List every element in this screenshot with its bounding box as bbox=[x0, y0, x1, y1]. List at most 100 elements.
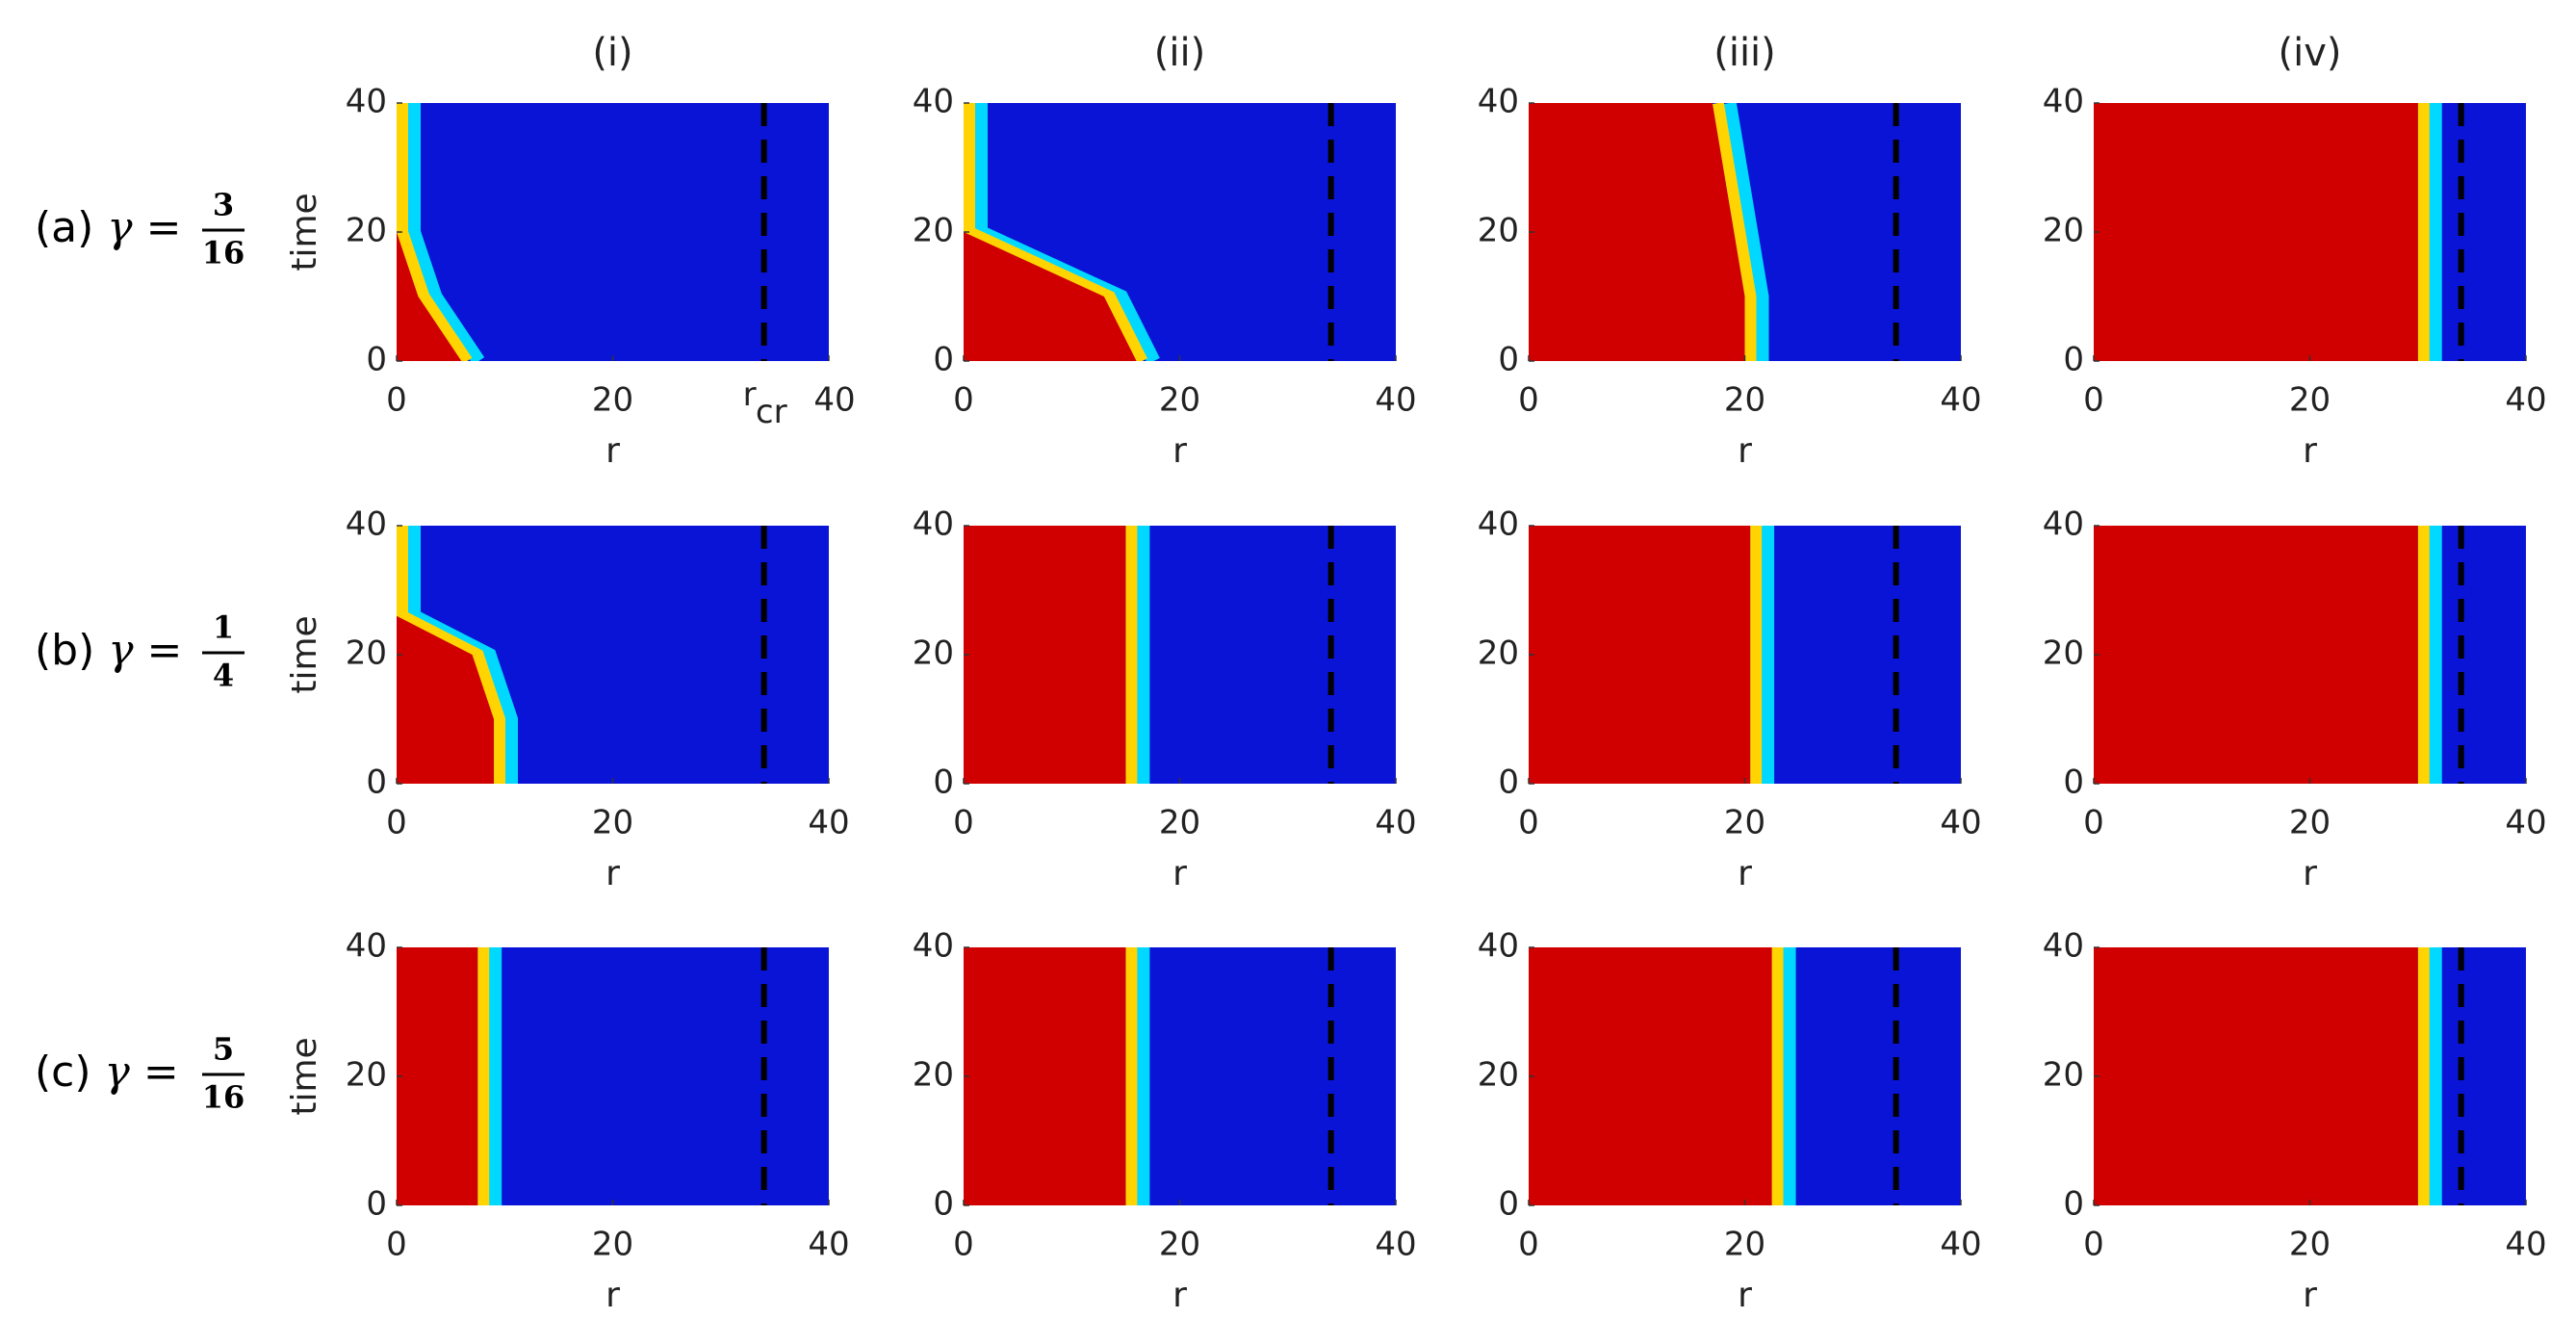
x-axis-label: r bbox=[1172, 1276, 1187, 1315]
x-axis-label: r bbox=[2303, 1276, 2317, 1315]
x-axis-label: r bbox=[1738, 431, 1752, 471]
y-tick-label: 20 bbox=[2043, 634, 2084, 673]
y-tick-label: 0 bbox=[933, 763, 954, 802]
panel bbox=[964, 526, 1396, 784]
x-tick-label: 20 bbox=[592, 804, 633, 842]
y-tick-label: 20 bbox=[1478, 1056, 1519, 1095]
rcr-sub: cr bbox=[756, 393, 787, 431]
x-tick-label: 40 bbox=[1940, 381, 1981, 420]
y-tick-label: 20 bbox=[1478, 634, 1519, 673]
active-region bbox=[397, 526, 495, 784]
active-region bbox=[2094, 103, 2418, 361]
row-label: (a) γ = bbox=[35, 203, 181, 253]
y-tick-label: 0 bbox=[366, 763, 387, 802]
fraction-numerator: 3 bbox=[213, 187, 234, 223]
y-tick-label: 40 bbox=[913, 505, 954, 544]
y-tick-label: 0 bbox=[933, 1185, 954, 1224]
x-tick-label: 0 bbox=[386, 381, 407, 420]
x-axis-label: r bbox=[1172, 431, 1187, 471]
panel bbox=[2094, 526, 2526, 784]
row-symbol: γ = bbox=[108, 626, 182, 675]
y-tick-label: 20 bbox=[1478, 212, 1519, 250]
y-tick-label: 40 bbox=[2043, 927, 2084, 966]
y-tick-label: 0 bbox=[933, 341, 954, 379]
x-tick-label: 20 bbox=[1724, 381, 1765, 420]
x-tick-label: 0 bbox=[2083, 804, 2104, 842]
y-tick-label: 0 bbox=[1498, 1185, 1519, 1224]
panel bbox=[964, 947, 1396, 1205]
active-region bbox=[2094, 947, 2418, 1205]
front-inner bbox=[1712, 103, 1757, 361]
y-tick-label: 40 bbox=[2043, 83, 2084, 121]
row-prefix: (c) bbox=[35, 1047, 91, 1097]
active-region bbox=[1529, 103, 1745, 361]
y-tick-label: 0 bbox=[366, 341, 387, 379]
y-tick-label: 40 bbox=[913, 927, 954, 966]
panel bbox=[1529, 947, 1961, 1205]
x-tick-label: 20 bbox=[1159, 381, 1200, 420]
x-tick-label: 20 bbox=[592, 381, 633, 420]
row-prefix: (b) bbox=[35, 626, 94, 675]
fraction-numerator: 5 bbox=[213, 1031, 234, 1068]
panel bbox=[2094, 103, 2526, 361]
y-tick-label: 0 bbox=[366, 1185, 387, 1224]
x-tick-label: 0 bbox=[2083, 1226, 2104, 1264]
panel bbox=[1529, 103, 1961, 361]
active-region bbox=[1529, 947, 1772, 1205]
y-tick-label: 20 bbox=[913, 212, 954, 250]
panel bbox=[1529, 526, 1961, 784]
x-tick-label: 40 bbox=[813, 381, 855, 420]
y-tick-label: 0 bbox=[2063, 763, 2084, 802]
y-tick-label: 40 bbox=[913, 83, 954, 121]
x-tick-label: 40 bbox=[2505, 1226, 2546, 1264]
x-tick-label: 20 bbox=[592, 1226, 633, 1264]
x-tick-label: 0 bbox=[953, 381, 974, 420]
y-tick-label: 20 bbox=[346, 634, 387, 673]
y-tick-label: 40 bbox=[1478, 505, 1519, 544]
x-tick-label: 20 bbox=[2289, 381, 2331, 420]
row-label: (b) γ = bbox=[35, 626, 182, 676]
panel bbox=[397, 526, 829, 784]
x-tick-label: 40 bbox=[2505, 381, 2546, 420]
front-outer bbox=[1722, 103, 1769, 361]
panel bbox=[964, 103, 1396, 361]
active-region bbox=[964, 947, 1126, 1205]
x-tick-label: 20 bbox=[1159, 804, 1200, 842]
x-axis-label: r bbox=[605, 854, 620, 893]
y-tick-label: 40 bbox=[346, 927, 387, 966]
y-axis-label: time bbox=[285, 615, 324, 693]
x-tick-label: 20 bbox=[2289, 1226, 2331, 1264]
x-tick-label: 20 bbox=[1159, 1226, 1200, 1264]
y-axis-label: time bbox=[285, 1037, 324, 1115]
x-tick-label: 40 bbox=[1940, 1226, 1981, 1264]
y-tick-label: 40 bbox=[346, 505, 387, 544]
x-axis-label: r bbox=[605, 1276, 620, 1315]
x-axis-label: r bbox=[1738, 1276, 1752, 1315]
x-tick-label: 0 bbox=[2083, 381, 2104, 420]
x-tick-label: 20 bbox=[2289, 804, 2331, 842]
column-title: (iv) bbox=[2279, 31, 2342, 75]
background-field bbox=[397, 103, 829, 361]
x-tick-label: 40 bbox=[1375, 381, 1416, 420]
y-tick-label: 20 bbox=[346, 1056, 387, 1095]
panel bbox=[397, 103, 829, 361]
fraction-denominator: 16 bbox=[202, 1079, 245, 1116]
x-tick-label: 0 bbox=[386, 1226, 407, 1264]
x-tick-label: 20 bbox=[1724, 804, 1765, 842]
panel bbox=[2094, 947, 2526, 1205]
x-tick-label: 0 bbox=[953, 804, 974, 842]
x-tick-label: 0 bbox=[1518, 1226, 1539, 1264]
x-tick-label: 40 bbox=[1940, 804, 1981, 842]
y-tick-label: 20 bbox=[346, 212, 387, 250]
active-region bbox=[397, 103, 462, 361]
rcr-main: r bbox=[743, 375, 757, 414]
x-tick-label: 40 bbox=[1375, 804, 1416, 842]
y-tick-label: 20 bbox=[2043, 1056, 2084, 1095]
front-inner bbox=[397, 526, 506, 784]
x-tick-label: 40 bbox=[808, 1226, 849, 1264]
panel bbox=[397, 947, 829, 1205]
y-tick-label: 40 bbox=[346, 83, 387, 121]
x-tick-label: 40 bbox=[808, 804, 849, 842]
y-tick-label: 40 bbox=[1478, 927, 1519, 966]
